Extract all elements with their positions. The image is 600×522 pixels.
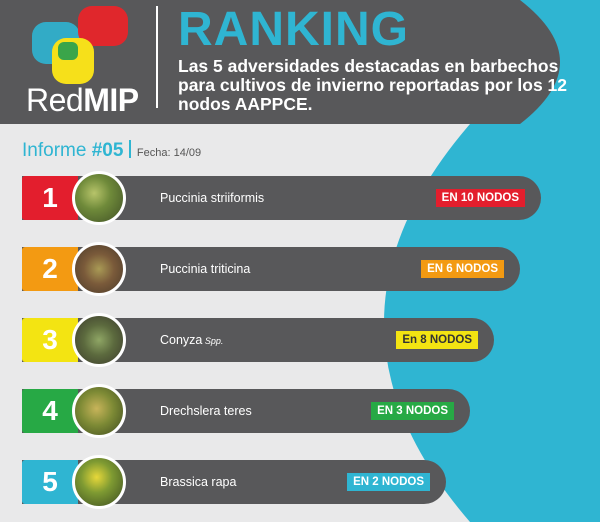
- header-band: [0, 0, 560, 124]
- report-date: Fecha: 14/09: [136, 147, 202, 159]
- ranking-row: 4 Drechslera teres EN 3 NODOS: [22, 384, 470, 438]
- rank-number: 1: [22, 176, 78, 220]
- adversity-name-text: Puccinia triticina: [160, 262, 251, 276]
- report-label: Informe: [22, 140, 87, 161]
- ranking-row: 3 Conyza Spp. En 8 NODOS: [22, 313, 494, 367]
- adversity-name: Conyza Spp.: [160, 318, 223, 362]
- adversity-name-text: Puccinia striiformis: [160, 191, 265, 205]
- adversity-photo: [72, 242, 126, 296]
- adversity-name: Brassica rapa: [160, 460, 236, 504]
- report-number: #05: [91, 140, 124, 161]
- node-count-badge: EN 2 NODOS: [347, 473, 430, 491]
- adversity-name-text: Drechslera teres: [160, 404, 252, 418]
- report-info: Informe #05 Fecha: 14/09: [22, 140, 201, 162]
- ranking-row: 1 Puccinia striiformis EN 10 NODOS: [22, 171, 541, 225]
- rank-number: 2: [22, 247, 78, 291]
- logo-green-shape: [58, 42, 78, 60]
- adversity-name: Drechslera teres: [160, 389, 252, 433]
- adversity-name-text: Conyza: [160, 333, 203, 347]
- brand-name: RedMIP: [26, 82, 139, 118]
- node-count-badge: EN 3 NODOS: [371, 402, 454, 420]
- adversity-photo: [72, 171, 126, 225]
- ranking-row: 5 Brassica rapa EN 2 NODOS: [22, 455, 446, 509]
- rank-number: 3: [22, 318, 78, 362]
- rank-number: 4: [22, 389, 78, 433]
- adversity-photo: [72, 455, 126, 509]
- adversity-name: Puccinia striiformis: [160, 176, 264, 220]
- rank-number: 5: [22, 460, 78, 504]
- ranking-row: 2 Puccinia triticina EN 6 NODOS: [22, 242, 520, 296]
- node-count-badge: EN 10 NODOS: [435, 189, 525, 207]
- adversity-qualifier: Spp.: [202, 336, 224, 346]
- adversity-name: Puccinia triticina: [160, 247, 250, 291]
- adversity-photo: [72, 384, 126, 438]
- node-count-badge: En 8 NODOS: [396, 331, 478, 349]
- adversity-photo: [72, 313, 126, 367]
- report-divider: [129, 140, 131, 158]
- page-title: RANKING: [178, 3, 409, 56]
- header-divider: [156, 6, 158, 108]
- node-count-badge: EN 6 NODOS: [421, 260, 504, 278]
- adversity-name-text: Brassica rapa: [160, 475, 237, 489]
- page-subtitle: Las 5 adversidades destacadas en barbech…: [178, 56, 568, 114]
